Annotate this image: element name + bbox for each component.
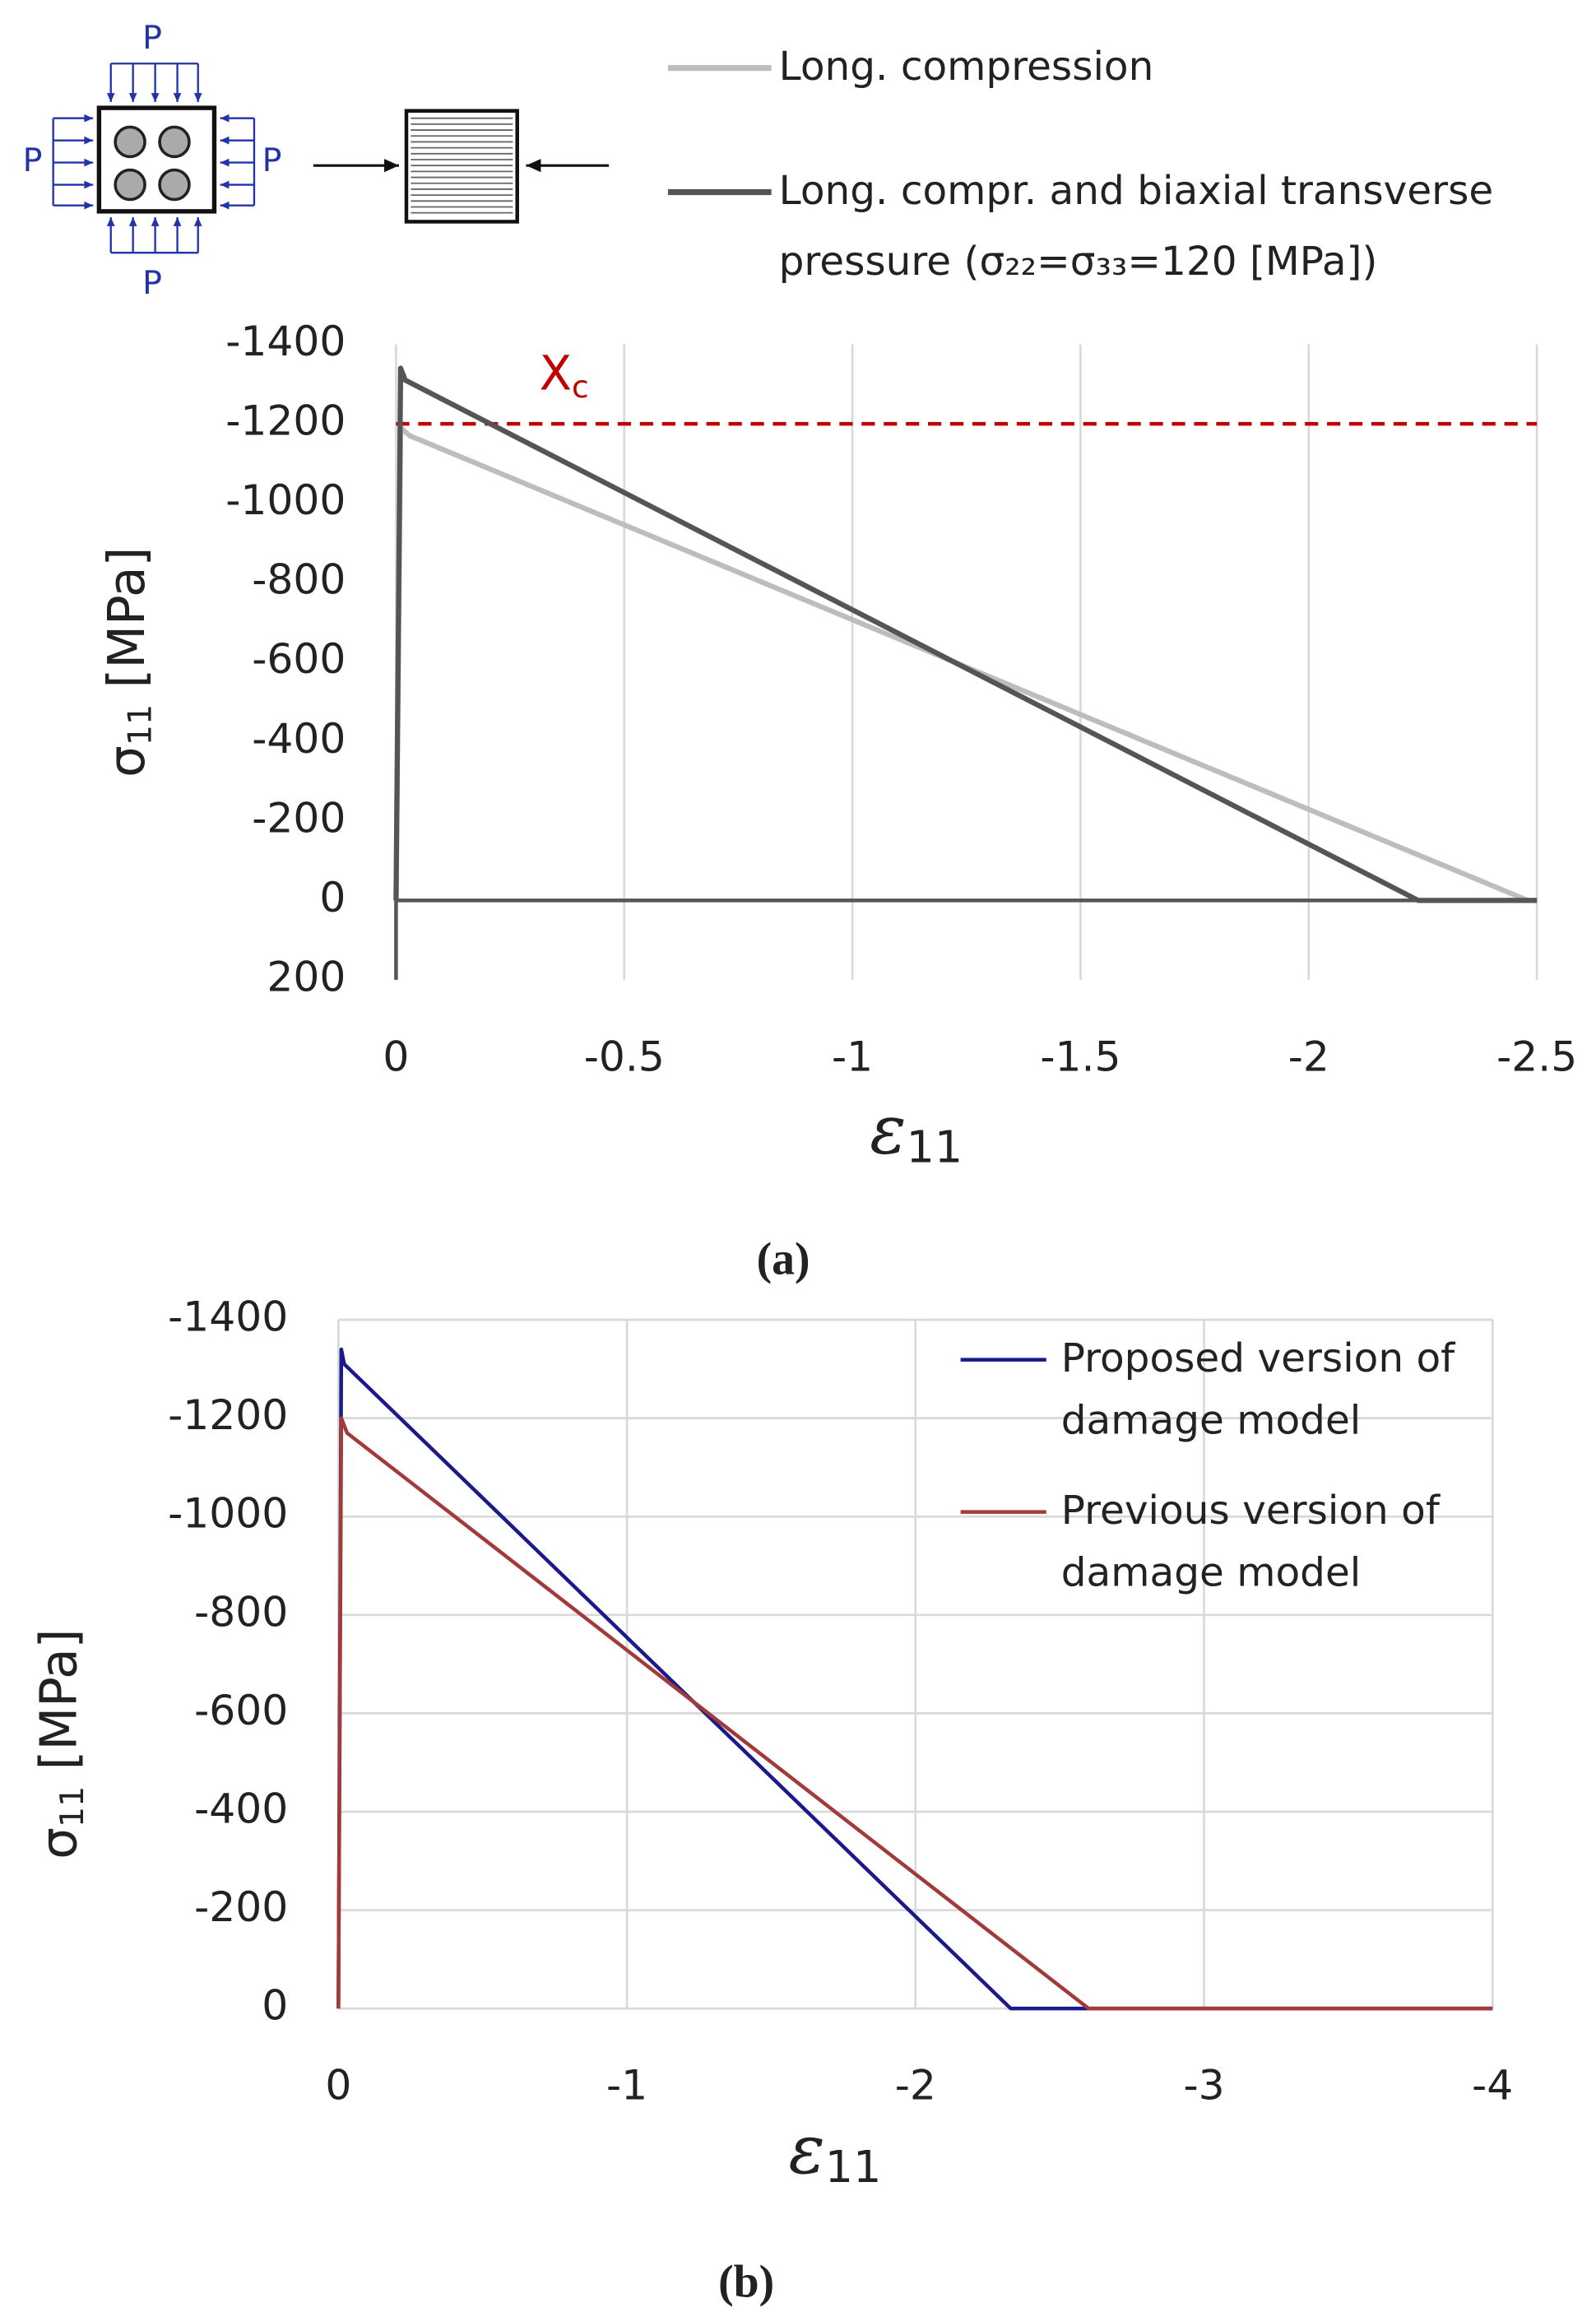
y-tick-label: -800	[252, 555, 346, 604]
y-axis-sub: 11	[53, 1786, 90, 1827]
arrow-head	[173, 93, 182, 102]
y-axis-sub: 11	[121, 704, 159, 745]
arrow-head	[128, 217, 137, 226]
reference-label: Xc	[540, 346, 589, 404]
x-tick-label: -0.5	[584, 1032, 665, 1080]
y-tick-label: -400	[252, 714, 346, 763]
y-tick-label: -200	[252, 793, 346, 842]
fiber	[158, 125, 191, 159]
legend-label: Proposed version of damage model	[1060, 1335, 1455, 1444]
x-tick-label: -3	[1183, 2061, 1224, 2110]
legend-box: Previous version of damage model	[1060, 1488, 1440, 1596]
y-tick-label: -1200	[225, 397, 346, 445]
y-tick-label: -200	[194, 1883, 288, 1931]
arrow-head	[84, 201, 94, 210]
y-axis-symbol: σ	[30, 1827, 88, 1859]
legend-label: Long. compr. and biaxial transverse pres…	[778, 168, 1494, 286]
x-axis-sub: 11	[907, 1121, 963, 1172]
x-tick-label: -1	[832, 1032, 873, 1080]
arrow-head	[220, 114, 230, 123]
x-tick-label: 0	[383, 1032, 409, 1080]
fiber	[114, 125, 146, 159]
x-tick-label: -1.5	[1040, 1032, 1120, 1080]
x-axis-sub: 11	[825, 2141, 882, 2193]
y-axis-space	[98, 688, 156, 703]
load-label: P	[23, 142, 43, 179]
load-label: P	[142, 264, 162, 302]
y-tick-label: -1400	[225, 317, 346, 365]
arrow-head	[84, 158, 94, 167]
caption: (b)	[718, 2257, 774, 2308]
series-line	[336, 1416, 1493, 2011]
arrow-head	[220, 158, 230, 167]
y-axis-title: σ11 [MPa]	[30, 1628, 90, 1859]
reference-label-main: X	[540, 346, 572, 401]
x-axis-title: ε11	[788, 2110, 881, 2192]
y-tick-label: 0	[319, 873, 346, 922]
fiber	[158, 168, 191, 202]
legend-label: Previous version of damage model	[1060, 1488, 1440, 1596]
cross-section	[96, 105, 217, 214]
reference-label-sub: c	[572, 368, 589, 404]
legend-box: Long. compression	[778, 44, 1154, 91]
arrow-head	[106, 217, 115, 226]
x-axis-symbol: ε	[788, 2110, 824, 2189]
x-axis-title: ε11	[870, 1090, 963, 1172]
arrow-head	[220, 180, 230, 189]
caption: (a)	[757, 1234, 810, 1285]
y-tick-label: -1000	[225, 476, 346, 524]
y-axis-title: σ11 [MPa]	[98, 547, 159, 778]
legend-box: Proposed version of damage model	[1060, 1335, 1455, 1444]
y-tick-label: -1400	[168, 1293, 288, 1341]
load-label: P	[262, 142, 282, 179]
legend-label: Long. compression	[778, 44, 1154, 91]
y-tick-label: -1200	[168, 1390, 288, 1439]
arrow-head	[106, 93, 115, 102]
arrow-head	[193, 93, 202, 102]
arrow-head	[220, 201, 230, 210]
x-tick-label: -4	[1472, 2061, 1513, 2110]
arrow-head	[84, 114, 94, 123]
x-tick-label: -2.5	[1496, 1032, 1577, 1080]
y-tick-label: -600	[252, 634, 346, 683]
fiber	[114, 168, 146, 202]
x-tick-label: -2	[1288, 1032, 1329, 1080]
y-axis-unit: [MPa]	[98, 547, 156, 689]
load-label: P	[142, 19, 162, 57]
y-axis-symbol: σ	[98, 745, 156, 778]
arrow-head	[128, 93, 137, 102]
x-tick-label: -1	[606, 2061, 647, 2110]
x-tick-label: 0	[325, 2061, 351, 2110]
x-axis-symbol: ε	[870, 1090, 906, 1169]
arrow-head	[84, 136, 94, 145]
arrow-head	[384, 159, 400, 173]
arrow-head	[84, 180, 94, 189]
y-tick-label: 0	[262, 1981, 288, 2030]
series-line	[393, 365, 1538, 903]
x-tick-label: -2	[895, 2061, 936, 2110]
y-tick-label: 200	[267, 952, 346, 1000]
arrow-head	[151, 217, 160, 226]
arrow-head	[526, 159, 541, 173]
y-tick-label: -400	[194, 1784, 288, 1832]
arrow-head	[220, 136, 230, 145]
series-line	[393, 425, 1538, 903]
arrow-head	[173, 217, 182, 226]
arrow-head	[151, 93, 160, 102]
legend-box: Long. compr. and biaxial transverse pres…	[778, 168, 1494, 286]
arrow-head	[193, 217, 202, 226]
y-axis-unit: [MPa]	[30, 1628, 88, 1770]
y-tick-label: -1000	[168, 1489, 288, 1538]
y-tick-label: -800	[194, 1587, 288, 1636]
y-tick-label: -600	[194, 1686, 288, 1734]
y-axis-space	[30, 1770, 88, 1785]
